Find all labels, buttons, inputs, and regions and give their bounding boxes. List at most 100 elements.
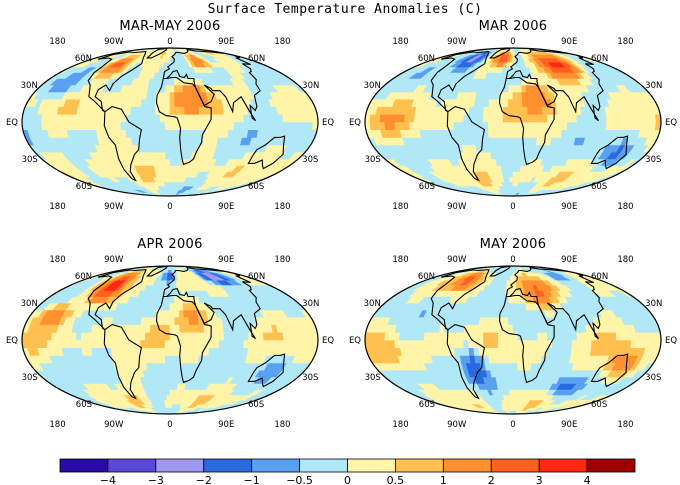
lon-tick-top: 180 bbox=[617, 255, 633, 265]
lon-tick-top: 0 bbox=[510, 255, 515, 265]
figure-title: Surface Temperature Anomalies (C) bbox=[208, 2, 483, 17]
lat-tick-left: EQ bbox=[349, 118, 361, 128]
colorbar-swatch bbox=[59, 458, 109, 473]
lat-tick-right: 60S bbox=[248, 182, 264, 192]
lon-tick-top: 180 bbox=[274, 37, 290, 47]
lat-tick-right: 60S bbox=[591, 182, 607, 192]
lon-tick-top: 180 bbox=[274, 255, 290, 265]
lon-tick-bottom: 180 bbox=[49, 420, 65, 430]
lat-tick-right: 60N bbox=[248, 54, 265, 64]
colorbar-label: 2 bbox=[488, 474, 495, 485]
lat-tick-right: 30N bbox=[302, 299, 319, 309]
colorbar-swatch bbox=[347, 458, 396, 473]
lon-tick-top: 180 bbox=[49, 255, 65, 265]
lat-tick-left: 60N bbox=[75, 272, 92, 282]
lat-tick-left: 60N bbox=[75, 54, 92, 64]
lat-tick-left: 30S bbox=[365, 373, 381, 383]
lon-tick-top: 180 bbox=[392, 37, 408, 47]
lat-tick-right: 60N bbox=[591, 272, 608, 282]
colorbar-swatch bbox=[395, 458, 444, 473]
lat-tick-left: 60N bbox=[418, 54, 435, 64]
lat-tick-right: EQ bbox=[665, 118, 677, 128]
colorbar-label: −2 bbox=[196, 474, 212, 485]
map-panel: APR 2006 180 180 90W 90W 0 0 90E 90E 180 180 60N 60N… bbox=[6, 237, 334, 430]
lon-tick-bottom: 90E bbox=[561, 420, 577, 430]
lat-tick-right: 30N bbox=[645, 299, 662, 309]
colorbar-swatch bbox=[442, 458, 492, 473]
lon-tick-top: 0 bbox=[510, 37, 515, 47]
colorbar-label: −3 bbox=[148, 474, 164, 485]
lat-tick-left: 30S bbox=[22, 155, 38, 165]
lon-tick-top: 0 bbox=[167, 255, 172, 265]
lat-tick-right: 60S bbox=[591, 400, 607, 410]
lon-tick-top: 180 bbox=[49, 37, 65, 47]
lat-tick-left: EQ bbox=[349, 336, 361, 346]
colorbar-swatch bbox=[586, 458, 636, 473]
map-border bbox=[21, 265, 319, 415]
coastlines bbox=[87, 48, 286, 182]
lat-tick-right: 60N bbox=[591, 54, 608, 64]
lat-tick-right: 30S bbox=[302, 373, 318, 383]
lon-tick-top: 90E bbox=[561, 37, 577, 47]
colorbar-label: 3 bbox=[536, 474, 543, 485]
lon-tick-top: 90E bbox=[561, 255, 577, 265]
lon-tick-top: 90E bbox=[218, 37, 234, 47]
map-panel: MAR 2006 180 180 90W 90W 0 0 90E 90E 180 180 60N 60N… bbox=[349, 19, 677, 212]
colorbar-label: −4 bbox=[100, 474, 116, 485]
map-panel: MAY 2006 180 180 90W 90W 0 0 90E 90E 180 180 60N 60N… bbox=[349, 237, 677, 430]
lat-tick-left: 30N bbox=[21, 299, 38, 309]
lat-tick-right: EQ bbox=[322, 336, 334, 346]
lat-tick-left: 60S bbox=[76, 400, 92, 410]
panel-title: MAR-MAY 2006 bbox=[119, 19, 220, 34]
colorbar-label: 0.5 bbox=[387, 474, 405, 485]
lat-tick-right: 60N bbox=[248, 272, 265, 282]
panel-title: MAR 2006 bbox=[479, 19, 548, 34]
lon-tick-bottom: 90E bbox=[218, 420, 234, 430]
anomaly-field bbox=[22, 266, 318, 414]
lat-tick-left: EQ bbox=[6, 118, 18, 128]
lon-tick-bottom: 180 bbox=[392, 420, 408, 430]
lat-tick-right: 30N bbox=[302, 81, 319, 91]
lon-tick-bottom: 0 bbox=[167, 202, 172, 212]
colorbar-label: 0 bbox=[344, 474, 351, 485]
colorbar-swatch bbox=[299, 458, 348, 473]
map-border bbox=[364, 47, 662, 197]
colorbar-swatch bbox=[155, 458, 205, 473]
map-border bbox=[364, 265, 662, 415]
lat-tick-right: 30S bbox=[645, 155, 661, 165]
lon-tick-top: 180 bbox=[392, 255, 408, 265]
coastlines bbox=[430, 266, 629, 400]
colorbar-swatch bbox=[490, 458, 540, 473]
lon-tick-top: 90W bbox=[104, 37, 124, 47]
colorbar-swatch bbox=[538, 458, 588, 473]
lon-tick-top: 90W bbox=[104, 255, 124, 265]
lat-tick-left: 60S bbox=[419, 182, 435, 192]
anomaly-field bbox=[365, 266, 661, 414]
lon-tick-bottom: 90W bbox=[104, 420, 124, 430]
colorbar-swatch bbox=[251, 458, 300, 473]
lat-tick-right: 30N bbox=[645, 81, 662, 91]
coastlines bbox=[430, 48, 629, 182]
lat-tick-right: 30S bbox=[302, 155, 318, 165]
lon-tick-top: 90W bbox=[447, 255, 467, 265]
lon-tick-bottom: 0 bbox=[167, 420, 172, 430]
colorbar-label: −0.5 bbox=[286, 474, 313, 485]
panel-title: APR 2006 bbox=[137, 237, 202, 252]
lat-tick-right: EQ bbox=[322, 118, 334, 128]
lon-tick-bottom: 180 bbox=[274, 420, 290, 430]
colorbar-swatch bbox=[203, 458, 253, 473]
lat-tick-left: 60S bbox=[419, 400, 435, 410]
lat-tick-left: 30N bbox=[364, 299, 381, 309]
lat-tick-left: 30N bbox=[21, 81, 38, 91]
lon-tick-bottom: 0 bbox=[510, 420, 515, 430]
lat-tick-left: 30S bbox=[365, 155, 381, 165]
lat-tick-right: 60S bbox=[248, 400, 264, 410]
lon-tick-bottom: 180 bbox=[274, 202, 290, 212]
lon-tick-top: 90W bbox=[447, 37, 467, 47]
lat-tick-right: EQ bbox=[665, 336, 677, 346]
colorbar-label: 1 bbox=[440, 474, 447, 485]
panel-title: MAY 2006 bbox=[480, 237, 547, 252]
lon-tick-bottom: 90W bbox=[104, 202, 124, 212]
lon-tick-bottom: 180 bbox=[617, 420, 633, 430]
lat-tick-left: 60N bbox=[418, 272, 435, 282]
